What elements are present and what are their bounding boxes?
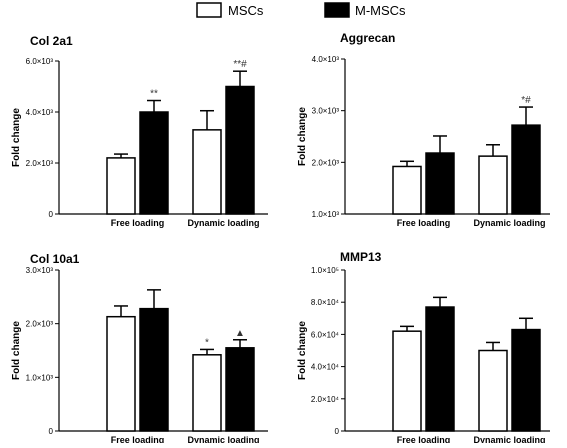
bar-m-mscs-dynamic: [225, 85, 255, 215]
bar-mscs-dynamic: [192, 354, 222, 432]
chart-panels: Col 2a1 Fold change 0 2.0×10³ 4.0×10³ 6.0×10³…: [11, 31, 550, 445]
y-tick-label: 3.0×10³: [312, 107, 340, 116]
chart-panel-4: MMP13 Fold change 0 2.0×10⁴ 4.0×10⁴ 6.0×10⁴ 8.…: [297, 250, 550, 445]
significance-marker: *#: [521, 95, 531, 106]
chart-title: MMP13: [340, 250, 382, 264]
bar-mscs-dynamic: [192, 129, 222, 215]
y-tick-label: 2.0×10³: [26, 159, 54, 168]
x-category-label: Free loading: [111, 218, 165, 228]
legend: MSCs M-MSCs: [196, 2, 406, 18]
y-axis-label: Fold change: [297, 321, 308, 380]
bar-mscs-dynamic: [478, 349, 508, 432]
bar-mscs-free: [106, 157, 136, 215]
y-tick-label: 4.0×10³: [312, 55, 340, 64]
chart-panel-1: Col 2a1 Fold change 0 2.0×10³ 4.0×10³ 6.0×10³…: [11, 34, 268, 228]
significance-marker: *: [205, 337, 209, 348]
bar-m-mscs-dynamic: [511, 328, 541, 432]
bar-m-mscs-free: [425, 306, 455, 432]
legend-label-m-mscs: M-MSCs: [355, 3, 406, 18]
bar-mscs-dynamic: [478, 155, 508, 215]
bar-m-mscs-dynamic: [225, 347, 255, 432]
y-tick-label: 1.0×10³: [312, 210, 340, 219]
y-axis-label: Fold change: [11, 108, 22, 167]
significance-marker: **#: [233, 59, 247, 70]
y-axis-label: Fold change: [297, 107, 308, 166]
bar-mscs-free: [392, 330, 422, 432]
y-tick-label: 2.0×10⁴: [311, 395, 340, 404]
bar-m-mscs-free: [139, 111, 169, 215]
significance-marker: **: [150, 89, 158, 100]
x-category-label: Free loading: [397, 218, 451, 228]
bar-mscs-free: [106, 315, 136, 432]
y-tick-label: 2.0×10³: [312, 158, 340, 167]
y-tick-label: 1.0×10³: [26, 373, 54, 382]
significance-marker: ▲: [235, 328, 245, 339]
y-tick-label: 6.0×10⁴: [311, 330, 340, 339]
bar-m-mscs-dynamic: [511, 124, 541, 215]
y-tick-label: 0: [335, 427, 340, 436]
y-tick-label: 2.0×10³: [26, 320, 54, 329]
y-tick-label: 4.0×10⁴: [311, 363, 340, 372]
y-tick-label: 6.0×10³: [26, 57, 54, 66]
chart-panel-3: Col 10a1 Fold change 0 1.0×10³ 2.0×10³ 3.0×10…: [11, 252, 268, 445]
legend-swatch-mscs: [196, 2, 222, 18]
y-tick-label: 0: [49, 427, 54, 436]
chart-title: Col 2a1: [30, 34, 73, 48]
bar-mscs-free: [392, 165, 422, 215]
bar-m-mscs-free: [139, 307, 169, 432]
x-category-label: Free loading: [111, 435, 165, 443]
legend-label-mscs: MSCs: [228, 3, 264, 18]
chart-title: Aggrecan: [340, 31, 395, 45]
chart-title: Col 10a1: [30, 252, 80, 266]
legend-swatch-m-mscs: [324, 2, 350, 18]
x-category-label: Dynamic loading: [473, 218, 545, 228]
x-category-label: Dynamic loading: [473, 435, 545, 443]
x-category-label: Free loading: [397, 435, 451, 443]
y-tick-label: 1.0×10⁵: [311, 266, 339, 275]
y-tick-label: 8.0×10⁴: [311, 298, 340, 307]
x-category-label: Dynamic loading: [187, 218, 259, 228]
y-tick-label: 0: [49, 210, 54, 219]
chart-panel-2: Aggrecan Fold change 1.0×10³ 2.0×10³ 3.0×10³…: [297, 31, 550, 228]
y-tick-label: 3.0×10³: [26, 266, 54, 275]
y-tick-label: 4.0×10³: [26, 108, 54, 117]
x-category-label: Dynamic loading: [187, 435, 259, 443]
y-axis-label: Fold change: [11, 321, 22, 380]
bar-m-mscs-free: [425, 152, 455, 215]
